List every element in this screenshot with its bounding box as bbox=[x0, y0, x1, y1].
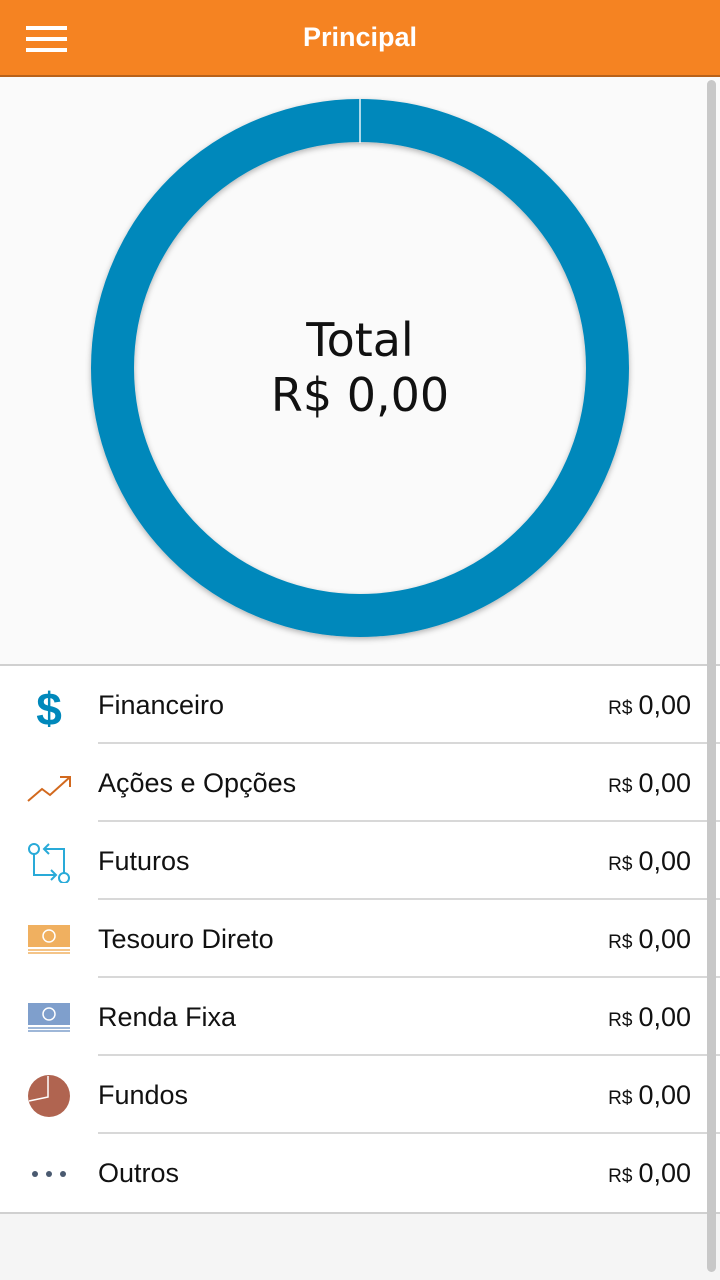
currency-prefix: R$ bbox=[608, 854, 633, 875]
item-value: R$ 0,00 bbox=[608, 768, 691, 799]
divider bbox=[98, 976, 720, 978]
item-label: Ações e Opções bbox=[98, 768, 297, 798]
svg-text:$: $ bbox=[36, 685, 62, 727]
item-value: R$ 0,00 bbox=[608, 1002, 691, 1033]
list-item-renda-fixa[interactable]: Renda Fixa R$ 0,00 bbox=[0, 978, 720, 1056]
divider bbox=[98, 1132, 720, 1134]
list-item-outros[interactable]: Outros R$ 0,00 bbox=[0, 1134, 720, 1212]
total-label: Total bbox=[306, 313, 414, 367]
category-list: $ Financeiro R$ 0,00 Ações e Opções R$ 0,0… bbox=[0, 664, 720, 1214]
item-value: R$ 0,00 bbox=[608, 1080, 691, 1111]
item-amount: 0,00 bbox=[638, 768, 691, 798]
currency-prefix: R$ bbox=[608, 1166, 633, 1187]
swap-arrows-icon bbox=[28, 843, 70, 883]
item-value: R$ 0,00 bbox=[608, 924, 691, 955]
currency-prefix: R$ bbox=[608, 1010, 633, 1031]
list-item-financeiro[interactable]: $ Financeiro R$ 0,00 bbox=[0, 666, 720, 744]
divider bbox=[98, 898, 720, 900]
donut-chart: Total R$ 0,00 bbox=[0, 77, 720, 664]
more-dots-icon bbox=[32, 1171, 66, 1177]
item-label: Outros bbox=[98, 1158, 180, 1188]
total-value: R$ 0,00 bbox=[270, 368, 450, 422]
banknote-icon bbox=[28, 1003, 70, 1032]
scrollbar[interactable] bbox=[707, 80, 716, 1272]
item-amount: 0,00 bbox=[638, 690, 691, 720]
item-label: Tesouro Direto bbox=[98, 924, 274, 954]
trending-up-icon bbox=[27, 776, 71, 802]
divider bbox=[98, 820, 720, 822]
divider bbox=[98, 742, 720, 744]
item-amount: 0,00 bbox=[638, 924, 691, 954]
item-amount: 0,00 bbox=[638, 1080, 691, 1110]
item-value: R$ 0,00 bbox=[608, 846, 691, 877]
item-label: Fundos bbox=[98, 1080, 189, 1110]
list-item-acoes-e-opcoes[interactable]: Ações e Opções R$ 0,00 bbox=[0, 744, 720, 822]
pie-chart-icon bbox=[28, 1075, 70, 1117]
page-title: Principal bbox=[302, 22, 418, 52]
item-value: R$ 0,00 bbox=[608, 690, 691, 721]
currency-prefix: R$ bbox=[608, 776, 633, 797]
list-item-tesouro-direto[interactable]: Tesouro Direto R$ 0,00 bbox=[0, 900, 720, 978]
app-bar: Principal bbox=[0, 0, 720, 77]
item-amount: 0,00 bbox=[638, 1002, 691, 1032]
item-amount: 0,00 bbox=[638, 846, 691, 876]
item-label: Futuros bbox=[98, 846, 190, 876]
currency-prefix: R$ bbox=[608, 698, 633, 719]
currency-prefix: R$ bbox=[608, 1088, 633, 1109]
banknote-icon bbox=[28, 925, 70, 954]
list-item-futuros[interactable]: Futuros R$ 0,00 bbox=[0, 822, 720, 900]
item-value: R$ 0,00 bbox=[608, 1158, 691, 1189]
currency-prefix: R$ bbox=[608, 932, 633, 953]
divider bbox=[98, 1054, 720, 1056]
list-item-fundos[interactable]: Fundos R$ 0,00 bbox=[0, 1056, 720, 1134]
item-label: Financeiro bbox=[98, 690, 225, 720]
item-amount: 0,00 bbox=[638, 1158, 691, 1188]
dollar-icon: $ bbox=[36, 685, 62, 727]
hamburger-menu-icon[interactable] bbox=[26, 26, 67, 52]
item-label: Renda Fixa bbox=[98, 1002, 237, 1032]
